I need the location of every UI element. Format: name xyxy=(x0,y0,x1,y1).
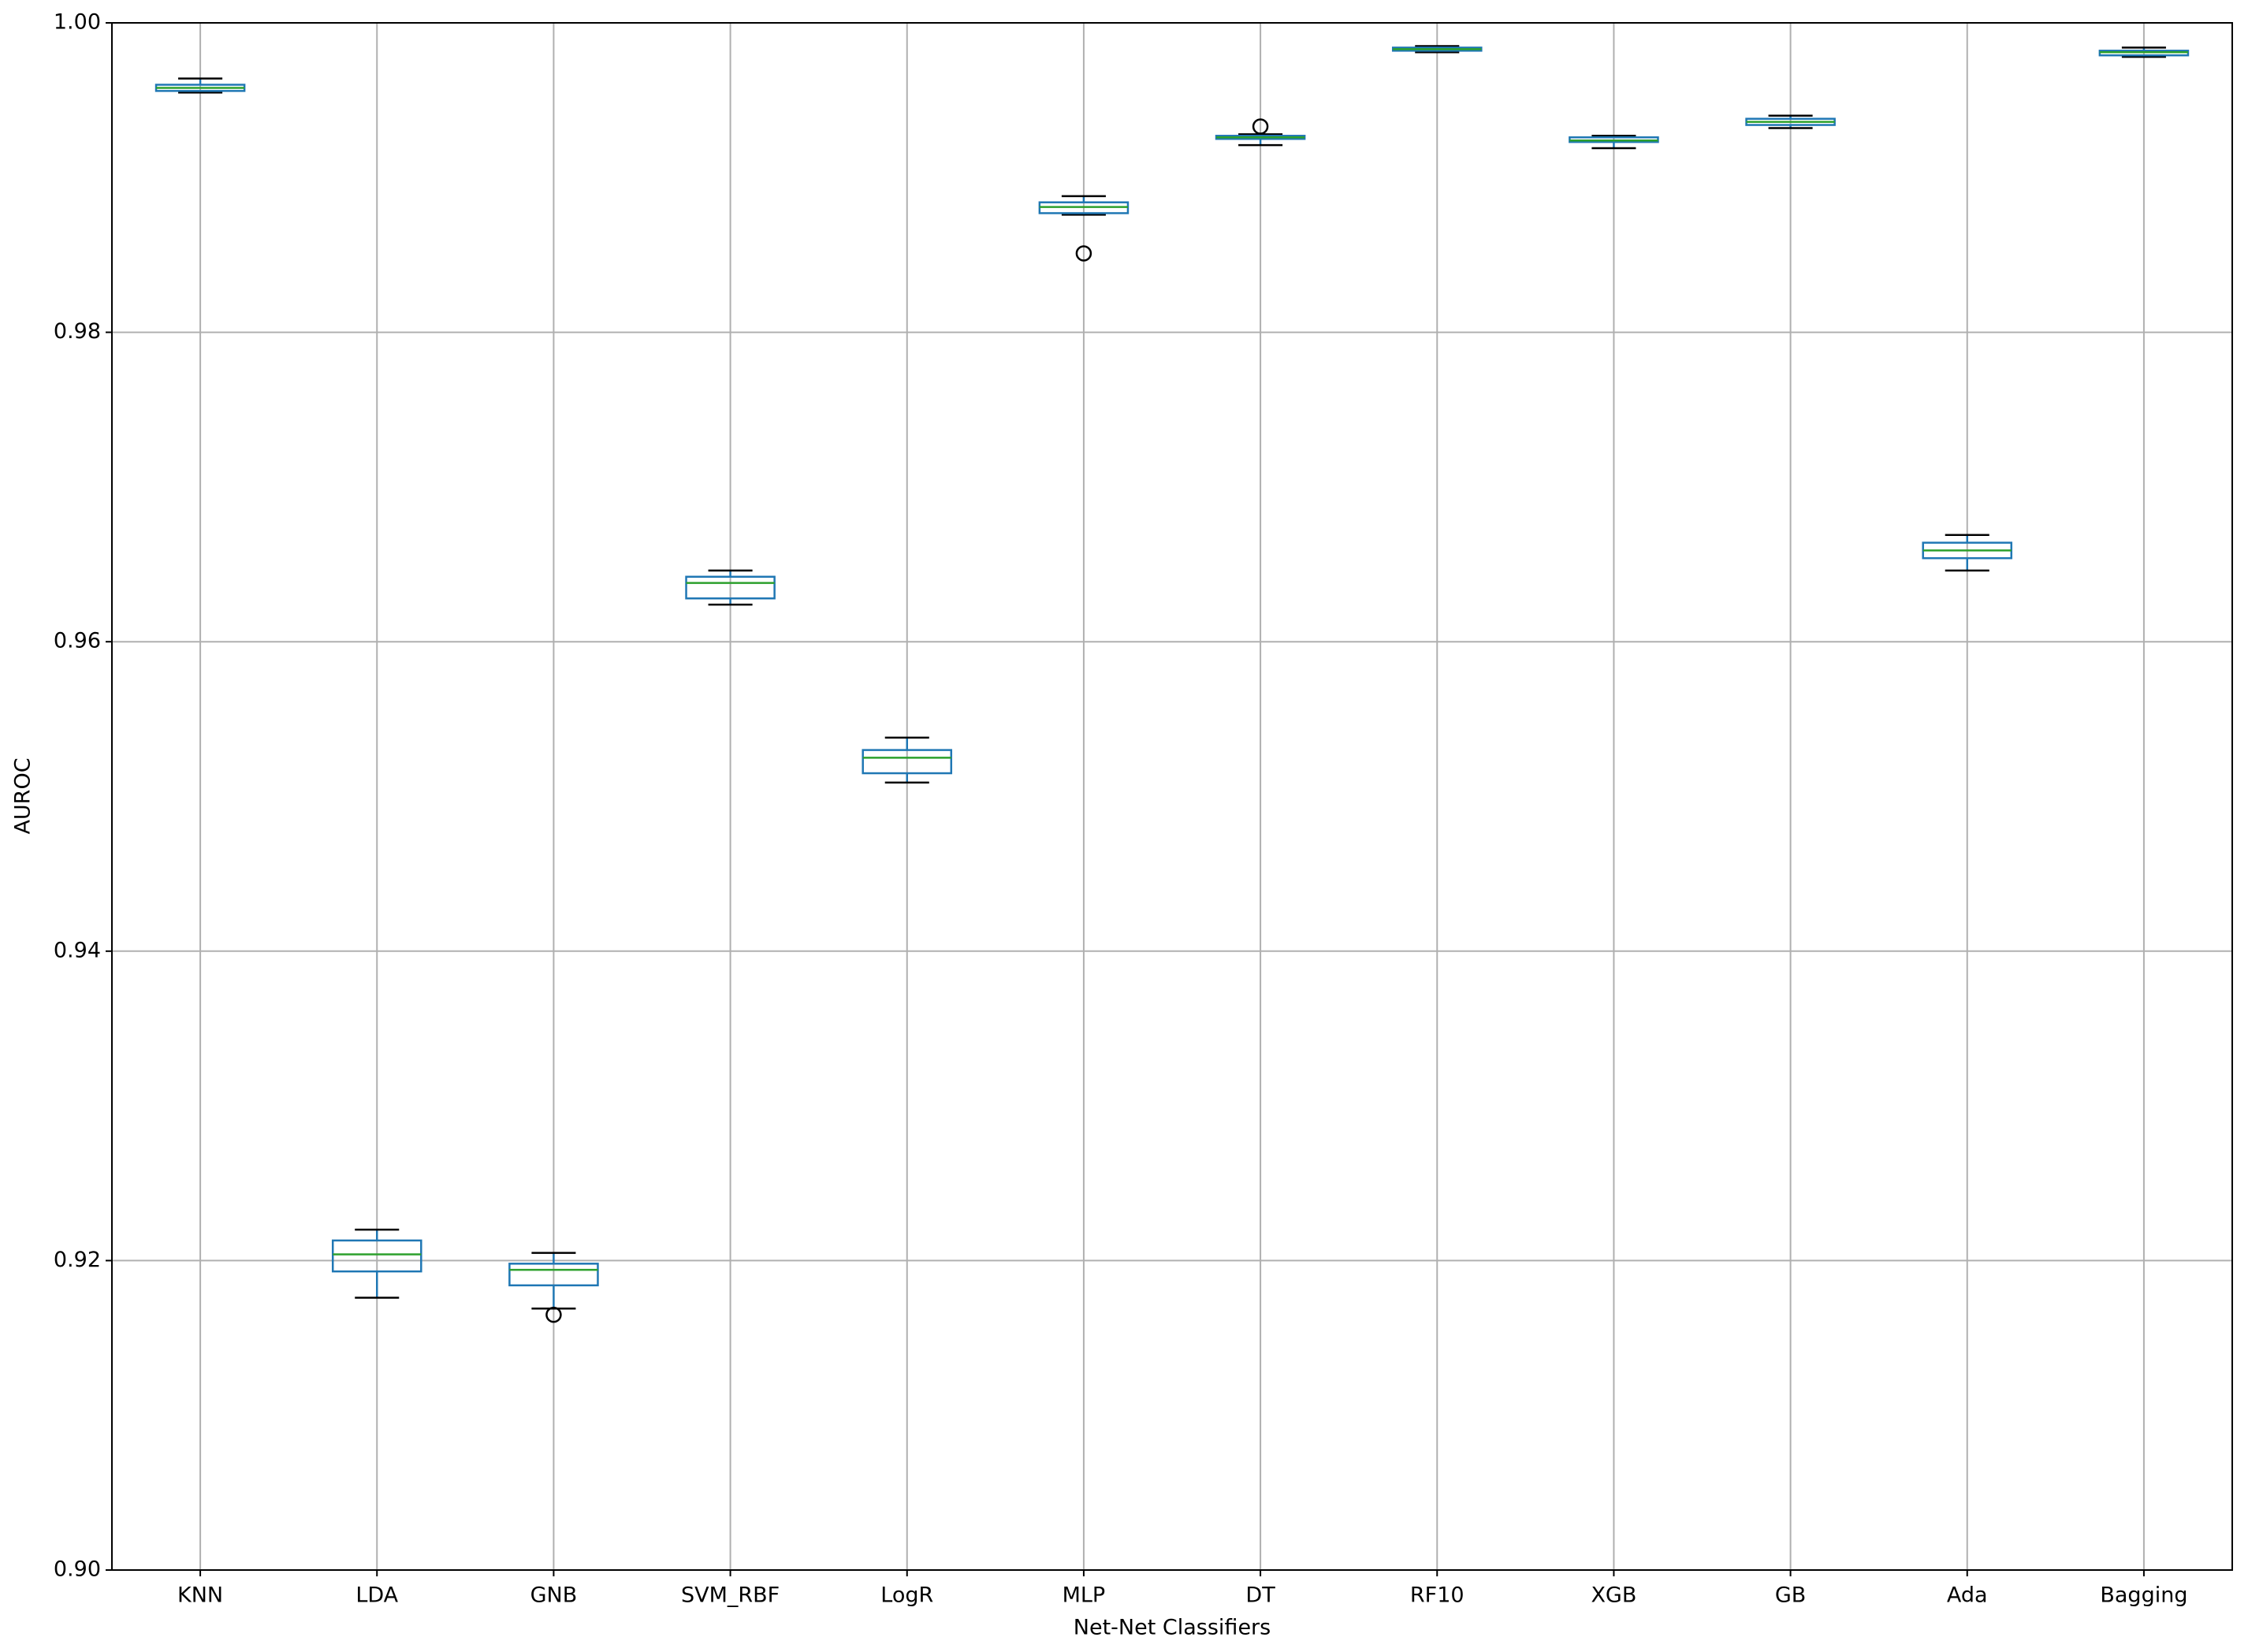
y-tick-label: 0.98 xyxy=(54,319,101,344)
x-tick-label: Ada xyxy=(1947,1583,1988,1608)
y-tick-label: 1.00 xyxy=(54,10,101,35)
box xyxy=(508,1263,599,1287)
x-tick-label: LDA xyxy=(355,1583,398,1608)
box xyxy=(685,575,776,600)
x-tick-label: MLP xyxy=(1063,1583,1106,1608)
x-tick-label: LogR xyxy=(880,1583,933,1608)
x-axis-label: Net-Net Classifiers xyxy=(1074,1616,1271,1640)
outlier xyxy=(545,1306,562,1323)
box xyxy=(862,749,953,775)
y-axis-label: AUROC xyxy=(11,757,35,834)
x-tick-label: GNB xyxy=(530,1583,578,1608)
plot-frame xyxy=(111,22,2233,1571)
x-tick-label: Bagging xyxy=(2100,1583,2187,1608)
x-tick-label: KNN xyxy=(177,1583,223,1608)
y-tick-label: 0.94 xyxy=(54,938,101,962)
y-tick-label: 0.96 xyxy=(54,629,101,653)
x-tick-label: DT xyxy=(1245,1583,1275,1608)
x-tick-label: RF10 xyxy=(1410,1583,1465,1608)
x-tick-label: GB xyxy=(1775,1583,1806,1608)
outlier xyxy=(1252,118,1269,135)
y-tick-label: 0.90 xyxy=(54,1557,101,1582)
box xyxy=(331,1239,422,1273)
x-tick-label: SVM_RBF xyxy=(681,1583,780,1608)
outlier xyxy=(1075,245,1092,262)
x-tick-label: XGB xyxy=(1591,1583,1636,1608)
y-tick-label: 0.92 xyxy=(54,1248,101,1272)
